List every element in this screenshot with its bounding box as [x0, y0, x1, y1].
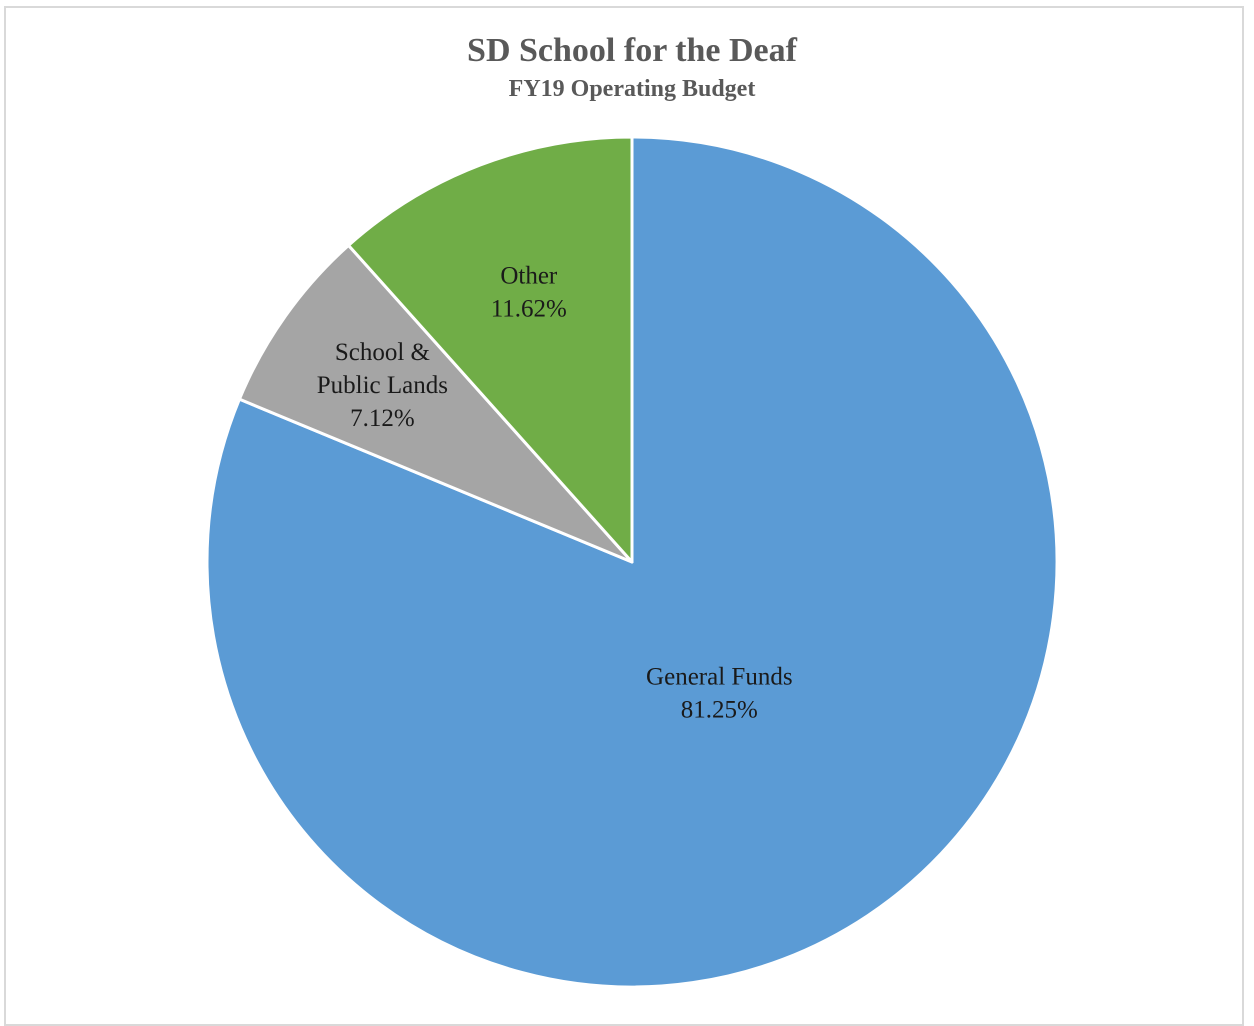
slice-label-general-funds: General Funds 81.25%: [646, 663, 793, 723]
slice-name-label: Public Lands: [317, 372, 448, 399]
slice-value-label: 81.25%: [681, 696, 758, 723]
pie-slice-school-public-lands: [237, 243, 634, 564]
slice-label-other: Other 11.62%: [491, 263, 567, 323]
slice-value-label: 11.62%: [491, 296, 567, 323]
slice-name-label: School &: [335, 339, 430, 366]
slice-value-label: 7.12%: [350, 405, 415, 432]
pie-labels: General Funds 81.25% School & Public Lands 7…: [317, 263, 793, 724]
chart-title: SD School for the Deaf: [467, 32, 798, 69]
slice-name-label: Other: [500, 263, 558, 290]
pie-slices: [205, 135, 1059, 989]
slice-label-school-public-lands: School & Public Lands 7.12%: [317, 339, 448, 432]
pie-slice-other: [347, 135, 634, 564]
chart-subtitle: FY19 Operating Budget: [509, 76, 756, 102]
slice-name-label: General Funds: [646, 663, 793, 690]
